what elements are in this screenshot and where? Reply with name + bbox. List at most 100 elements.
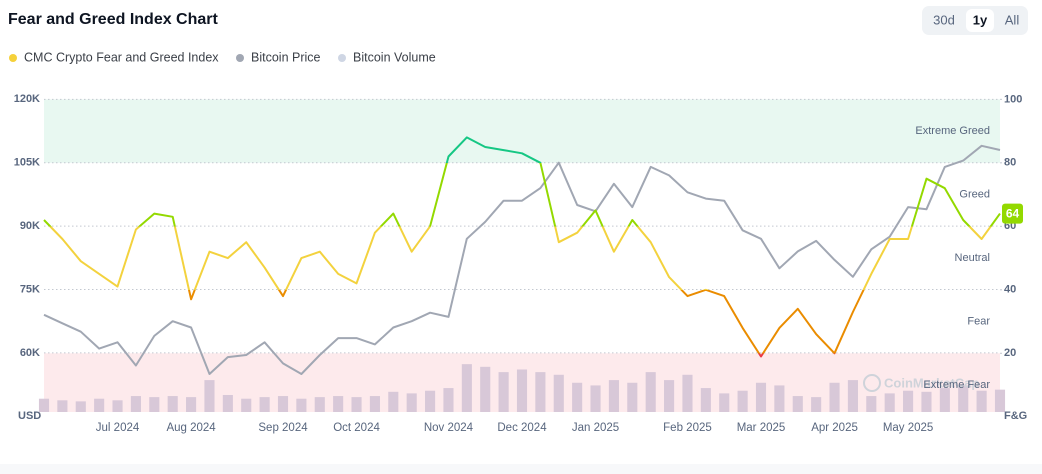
latest-tag-label: 64 xyxy=(1006,206,1020,220)
volume-bar xyxy=(333,396,344,412)
chart-title: Fear and Greed Index Chart xyxy=(8,11,219,28)
y2-tick-label: 40 xyxy=(1004,284,1016,296)
x-tick-label: Dec 2024 xyxy=(497,422,547,434)
zone-label: Extreme Greed xyxy=(915,125,990,137)
x-tick-label: Jan 2025 xyxy=(572,422,619,434)
latest-tag xyxy=(1002,203,1023,224)
volume-bar xyxy=(682,374,693,412)
volume-bar xyxy=(608,380,619,412)
x-tick-label: May 2025 xyxy=(883,422,934,434)
zone-label: Extreme Fear xyxy=(923,379,990,391)
volume-bar xyxy=(130,396,141,412)
volume-bar xyxy=(553,374,564,412)
y2-tick-label: 20 xyxy=(1004,347,1016,359)
volume-bar xyxy=(277,396,289,412)
y-tick-label: 90K xyxy=(20,220,40,232)
volume-bars xyxy=(38,364,1006,412)
volume-bar xyxy=(241,398,252,412)
volume-bar xyxy=(627,382,638,412)
volume-bar xyxy=(866,396,877,412)
volume-bar xyxy=(57,400,68,412)
zone-label: Neutral xyxy=(955,252,990,264)
volume-bar xyxy=(994,389,1006,412)
volume-bar xyxy=(369,396,380,412)
volume-bar xyxy=(719,393,730,412)
x-tick-label: Sep 2024 xyxy=(258,422,308,434)
volume-bar xyxy=(314,397,325,412)
x-tick-label: Apr 2025 xyxy=(811,422,858,434)
volume-bar xyxy=(921,391,932,412)
volume-bar xyxy=(958,385,969,412)
volume-bar xyxy=(939,388,950,412)
volume-bar xyxy=(259,397,270,412)
volume-bar xyxy=(75,401,86,412)
volume-bar xyxy=(535,372,546,412)
volume-bar xyxy=(572,382,583,412)
watermark-group: CoinMarketCap xyxy=(863,374,979,392)
volume-bar xyxy=(388,391,399,412)
legend-label: Bitcoin Price xyxy=(251,50,321,64)
range-button[interactable]: 1y xyxy=(973,12,988,27)
zone-band xyxy=(44,99,1000,163)
volume-bar xyxy=(664,380,675,412)
volume-bar xyxy=(167,396,178,412)
volume-bar xyxy=(829,382,840,412)
zone-label: Fear xyxy=(967,315,990,327)
volume-bar xyxy=(884,393,895,412)
volume-bar xyxy=(204,380,215,412)
legend-dot xyxy=(338,54,346,62)
volume-bar xyxy=(406,393,417,412)
lines xyxy=(43,136,1001,375)
volume-bar xyxy=(755,382,767,412)
x-tick-label: Oct 2024 xyxy=(333,422,380,434)
x-tick-label: Feb 2025 xyxy=(663,422,712,434)
series-line xyxy=(43,136,1001,358)
volume-bar xyxy=(186,397,197,412)
x-tick-label: Jul 2024 xyxy=(96,422,140,434)
volume-bar xyxy=(976,390,987,412)
grid xyxy=(44,98,1000,354)
volume-bar xyxy=(296,398,307,412)
volume-bar xyxy=(903,390,914,412)
series-line xyxy=(43,144,1001,375)
volume-bar xyxy=(461,364,472,412)
y-axis-label: USD xyxy=(18,410,41,422)
volume-bar xyxy=(94,398,105,412)
y2-axis-label: F&G xyxy=(1004,410,1027,422)
legend-label: Bitcoin Volume xyxy=(353,50,436,64)
x-tick-label: Aug 2024 xyxy=(166,422,216,434)
volume-bar xyxy=(516,369,528,412)
volume-bar xyxy=(149,397,160,412)
y-tick-label: 75K xyxy=(20,283,40,295)
legend-dot xyxy=(9,54,17,62)
y-tick-label: 105K xyxy=(14,157,40,169)
range-button[interactable]: 30d xyxy=(933,12,955,27)
volume-bar xyxy=(351,397,362,412)
volume-bar xyxy=(480,366,491,412)
range-button[interactable]: All xyxy=(1005,12,1020,27)
volume-bar xyxy=(498,372,509,412)
watermark: CoinMarketCap xyxy=(884,375,979,390)
x-tick-label: Nov 2024 xyxy=(424,422,474,434)
y2-tick-label: 100 xyxy=(1004,93,1022,105)
y-tick-label: 60K xyxy=(20,347,40,359)
volume-bar xyxy=(700,388,711,412)
legend-dot xyxy=(236,54,244,62)
volume-bar xyxy=(38,398,50,412)
volume-bar xyxy=(811,397,822,412)
volume-bar xyxy=(443,388,454,412)
footer-strip xyxy=(0,464,1042,474)
zone-label: Greed xyxy=(959,188,990,200)
volume-bar xyxy=(737,390,748,412)
x-tick-label: Mar 2025 xyxy=(737,422,786,434)
y-tick-label: 120K xyxy=(14,93,40,105)
volume-bar xyxy=(774,385,785,412)
watermark-logo xyxy=(863,374,881,392)
volume-bar xyxy=(792,396,803,412)
volume-bar xyxy=(222,394,233,412)
volume-bar xyxy=(425,390,436,412)
button-group: 30d 1y All xyxy=(933,9,1019,32)
volume-bar xyxy=(645,372,656,412)
